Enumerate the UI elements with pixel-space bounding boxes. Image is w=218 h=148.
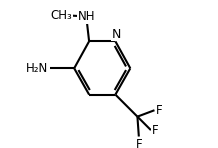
Text: F: F bbox=[152, 124, 159, 137]
Text: F: F bbox=[136, 138, 142, 148]
Text: NH: NH bbox=[78, 10, 95, 23]
Text: H₂N: H₂N bbox=[26, 62, 49, 75]
Text: N: N bbox=[111, 28, 121, 41]
Text: CH₃: CH₃ bbox=[51, 9, 72, 22]
Text: F: F bbox=[156, 104, 162, 117]
